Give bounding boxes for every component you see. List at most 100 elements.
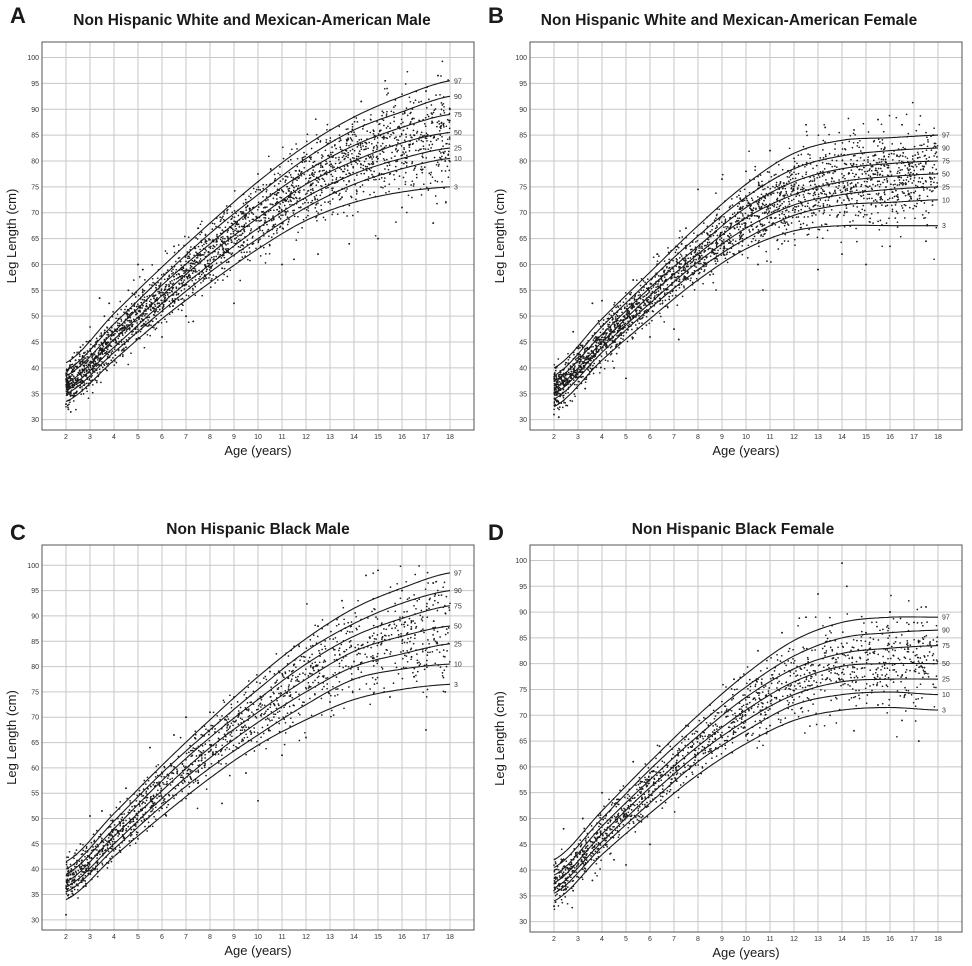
data-point: [280, 189, 283, 191]
data-point: [395, 170, 398, 173]
data-point: [334, 144, 336, 146]
data-point: [573, 367, 576, 369]
data-point: [173, 278, 176, 281]
data-point: [675, 294, 677, 297]
data-point: [248, 212, 251, 215]
data-point: [264, 206, 267, 209]
data-point: [876, 172, 879, 174]
data-point: [589, 356, 592, 359]
data-point: [807, 192, 810, 195]
data-point: [124, 331, 127, 334]
data-point: [897, 196, 899, 199]
data-point: [204, 241, 207, 243]
data-point: [441, 104, 444, 106]
data-point: [888, 153, 890, 156]
data-point: [684, 258, 687, 260]
data-point: [895, 189, 897, 192]
data-point: [120, 308, 122, 311]
data-point: [275, 201, 278, 204]
data-point: [828, 191, 831, 194]
data-point: [765, 203, 768, 206]
data-point: [385, 158, 388, 161]
data-point: [922, 189, 925, 191]
data-point: [242, 218, 244, 220]
data-point: [870, 187, 873, 190]
data-point: [886, 164, 888, 166]
centile-curve: [65, 131, 451, 384]
data-point: [133, 309, 136, 311]
data-point: [903, 203, 906, 206]
data-point: [792, 198, 795, 201]
data-point: [659, 303, 662, 305]
data-point: [834, 189, 836, 192]
centile-curve: [65, 147, 451, 390]
data-point: [355, 193, 358, 195]
data-point: [793, 211, 796, 213]
data-point: [875, 167, 877, 170]
data-point: [623, 307, 626, 310]
data-point: [277, 182, 280, 185]
data-point: [273, 209, 275, 212]
data-point: [919, 162, 922, 165]
data-point: [126, 315, 129, 317]
data-point: [559, 392, 561, 395]
data-point: [430, 104, 433, 106]
gridlines: [42, 42, 474, 430]
data-point: [793, 232, 795, 235]
data-point: [675, 258, 678, 260]
data-point: [435, 139, 438, 141]
data-point: [716, 260, 719, 262]
data-point: [156, 296, 158, 299]
data-point: [693, 288, 696, 291]
data-point: [294, 191, 297, 194]
data-point: [711, 252, 713, 254]
data-point: [154, 311, 156, 314]
data-point: [770, 211, 773, 214]
data-point: [838, 196, 841, 199]
data-point: [668, 258, 671, 261]
data-point: [720, 239, 723, 242]
data-point: [240, 251, 243, 254]
data-point: [357, 144, 360, 146]
data-point: [816, 236, 819, 239]
data-point: [246, 251, 248, 253]
data-point: [435, 94, 437, 96]
data-point: [615, 322, 618, 325]
data-point: [345, 128, 348, 131]
data-point: [114, 328, 116, 331]
data-point: [208, 262, 210, 265]
data-point: [933, 127, 935, 130]
data-point: [662, 288, 665, 290]
data-point: [702, 222, 705, 224]
data-point: [448, 112, 451, 115]
data-point: [740, 211, 742, 214]
data-point: [739, 226, 742, 228]
data-point: [836, 216, 838, 218]
data-point: [788, 147, 791, 150]
data-point: [101, 347, 104, 350]
data-point: [779, 182, 782, 185]
data-point: [248, 247, 251, 249]
data-point: [924, 180, 927, 182]
data-point: [189, 253, 191, 255]
data-point: [752, 237, 755, 240]
data-point: [295, 170, 297, 172]
data-point: [135, 311, 137, 314]
data-point: [426, 113, 429, 116]
data-point: [351, 133, 354, 136]
data-point: [210, 256, 213, 259]
data-point: [730, 198, 733, 200]
data-point: [142, 289, 144, 292]
data-point: [404, 83, 407, 85]
data-point: [325, 187, 327, 189]
data-point: [200, 220, 203, 223]
data-point: [706, 241, 709, 244]
data-point: [359, 166, 362, 169]
data-point: [175, 294, 178, 296]
data-point: [215, 262, 218, 265]
data-point: [861, 208, 864, 211]
data-point: [406, 70, 409, 73]
data-point: [109, 337, 112, 340]
data-point: [124, 322, 126, 324]
